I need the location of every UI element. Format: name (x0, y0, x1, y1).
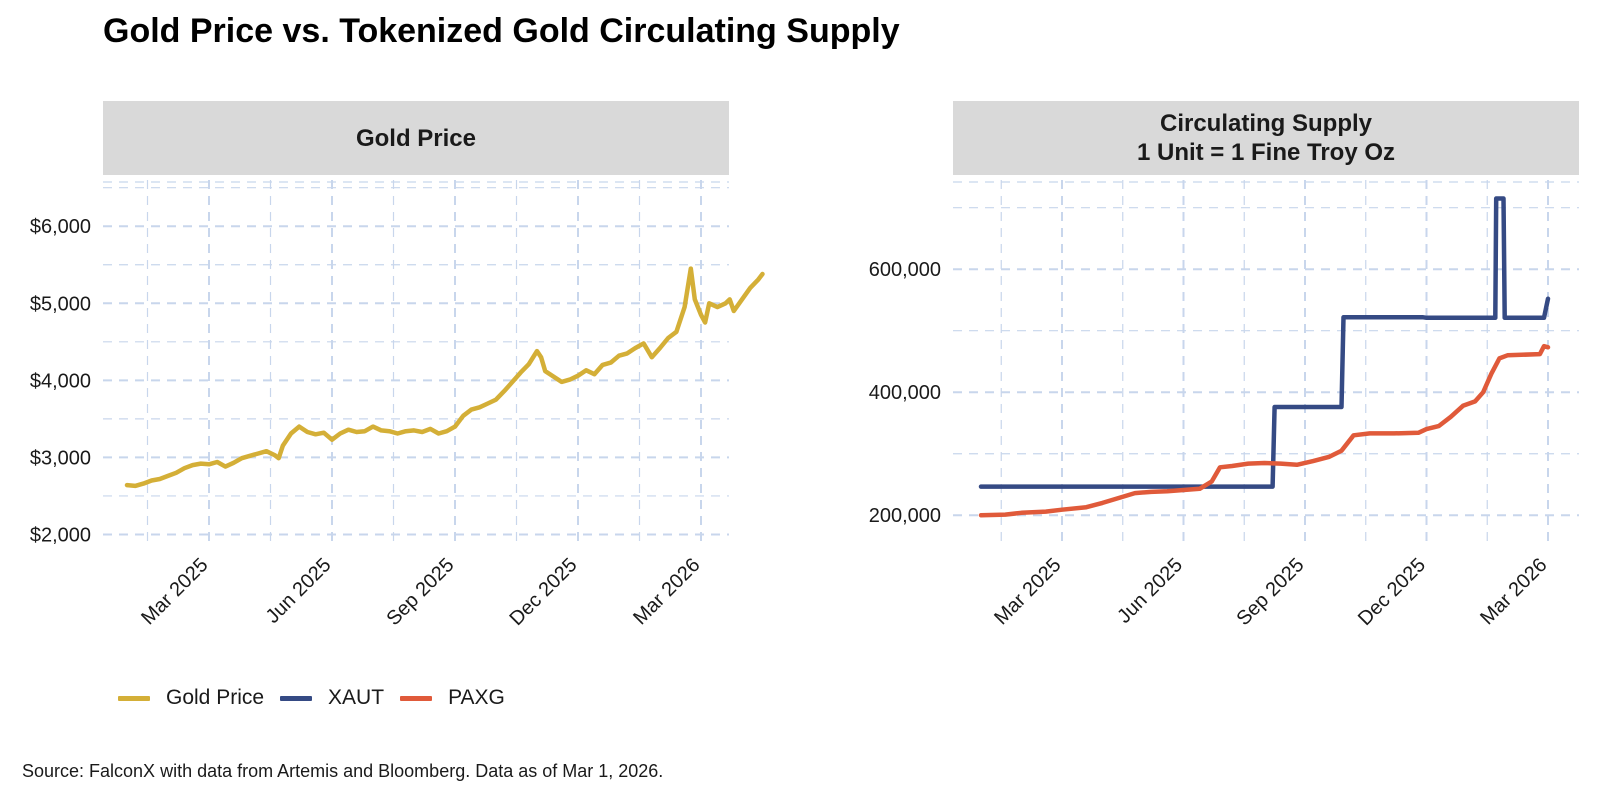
y-tick-label-1: 400,000 (869, 382, 941, 404)
supply-strip: Circulating Supply 1 Unit = 1 Fine Troy … (953, 101, 1579, 175)
y-tick-label-3: $5,000 (30, 293, 91, 315)
x-tick-label-3: Dec 2025 (505, 554, 581, 630)
x-tick-label-0: Mar 2025 (137, 554, 212, 629)
legend-item-xaut: XAUT (280, 686, 384, 710)
series-line-xaut (978, 196, 1551, 489)
legend-swatch-gold (118, 695, 150, 701)
series-line-paxg (978, 343, 1551, 518)
x-tick-label-2: Sep 2025 (1232, 554, 1308, 630)
supply-strip-line2: 1 Unit = 1 Fine Troy Oz (1136, 139, 1396, 166)
y-tick-label-4: $6,000 (30, 216, 91, 238)
x-tick-label-4: Mar 2026 (629, 554, 704, 629)
legend-item-paxg: PAXG (400, 686, 505, 710)
x-tick-label-1: Jun 2025 (262, 554, 336, 628)
legend-label-gold: Gold Price (166, 686, 265, 709)
x-tick-label-1: Jun 2025 (1113, 554, 1187, 628)
legend-swatch-paxg (400, 695, 433, 701)
y-tick-label-2: $4,000 (30, 370, 91, 392)
x-tick-label-4: Mar 2026 (1476, 554, 1551, 629)
x-tick-label-3: Dec 2025 (1354, 554, 1430, 630)
legend: Gold Price XAUT PAXG (118, 686, 521, 710)
y-tick-label-1: $3,000 (30, 447, 91, 469)
supply-strip-line1: Circulating Supply (1159, 110, 1372, 137)
x-tick-label-0: Mar 2025 (990, 554, 1065, 629)
series-line-gold-price (124, 266, 765, 489)
y-tick-label-0: $2,000 (30, 524, 91, 546)
x-tick-label-2: Sep 2025 (382, 554, 458, 630)
source-note: Source: FalconX with data from Artemis a… (22, 761, 664, 781)
y-tick-label-2: 600,000 (869, 259, 941, 281)
gold-price-strip-label: Gold Price (355, 124, 477, 152)
legend-label-xaut: XAUT (328, 686, 385, 709)
chart-title: Gold Price vs. Tokenized Gold Circulatin… (103, 12, 900, 50)
y-tick-label-0: 200,000 (869, 505, 941, 527)
legend-swatch-xaut (280, 695, 313, 701)
legend-label-paxg: PAXG (448, 686, 505, 709)
gold-price-strip: Gold Price (103, 101, 729, 175)
legend-item-gold: Gold Price (118, 686, 264, 710)
